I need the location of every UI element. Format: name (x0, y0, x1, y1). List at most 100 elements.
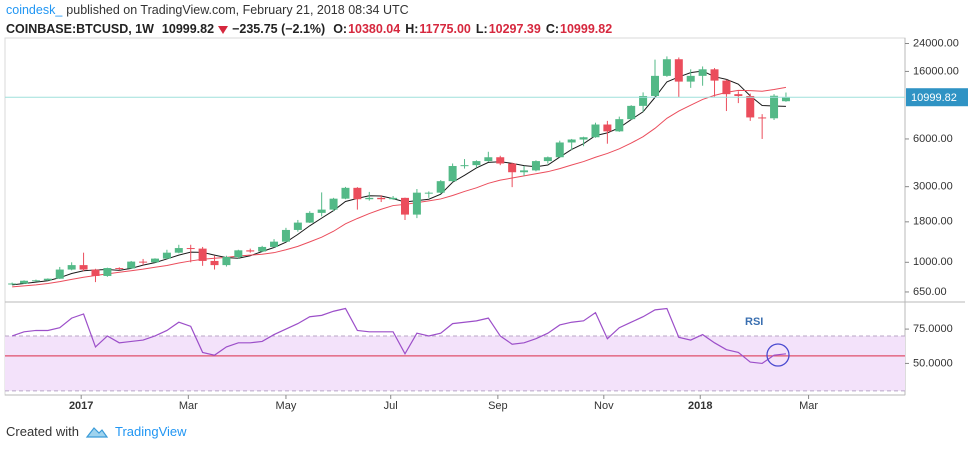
candle-body (508, 163, 517, 173)
candle-body (67, 265, 76, 270)
last-price: 10999.82 (161, 22, 215, 36)
candle-body (258, 246, 267, 252)
candle-body (389, 197, 398, 200)
last-price-tag (906, 88, 968, 107)
candle-body (55, 269, 64, 279)
brand[interactable]: TradingView (114, 424, 187, 439)
candle-body (210, 260, 219, 266)
candle-body (281, 229, 290, 242)
candle-body (627, 105, 636, 120)
ohlc-value: 10297.39 (488, 22, 541, 36)
candle-body (377, 197, 386, 200)
symbol-line: COINBASE:BTCUSD, 1W 10999.82 −235.75 (−2… (6, 22, 612, 36)
annotation-circle (766, 343, 790, 367)
candle-body (424, 192, 433, 194)
footer: Created with TradingView (6, 424, 187, 439)
candle-body (341, 187, 350, 199)
candle-body (151, 258, 159, 263)
chart: 75.0000 50.0000 RSI 24000.00 16000.00 6000.00… (4, 37, 968, 412)
y-tick-label: 50.0000 (913, 357, 953, 369)
candle-body (567, 139, 576, 143)
candle-body (198, 248, 207, 261)
candle-body (401, 197, 409, 215)
candle-body (365, 197, 374, 200)
y-tick-label: 16000.00 (913, 65, 959, 77)
y-tick-label: 1800.00 (913, 216, 953, 228)
candle-body (591, 124, 600, 138)
created-with: Created with (6, 424, 79, 439)
candle-body (603, 124, 612, 132)
y-tick-label: 1000.00 (913, 256, 953, 268)
candle-body (31, 280, 40, 282)
moving-average (12, 86, 787, 288)
x-tick-label: May (276, 400, 297, 412)
y-tick-label: 6000.00 (913, 133, 953, 145)
x-tick-label: Nov (594, 400, 614, 412)
candle-body (139, 261, 148, 263)
candle-body (531, 161, 540, 171)
y-tick-label: 24000.00 (913, 37, 959, 49)
ohlc-value: 10999.82 (560, 22, 613, 36)
moving-average (12, 70, 786, 286)
x-tick-label: Mar (799, 400, 818, 412)
ohlc: O: 10380.04 H: 11775.00 L: 10297.39 C: 10999.82 (329, 22, 612, 36)
candle-body (329, 198, 338, 210)
candle-body (20, 280, 29, 284)
candle-body (686, 75, 695, 82)
candle-body (662, 59, 671, 76)
candle-body (103, 268, 112, 276)
candle-body (615, 119, 624, 132)
candle-body (746, 95, 755, 118)
candle-body (674, 59, 683, 82)
candle-body (484, 157, 493, 162)
x-tick-label: 2017 (69, 400, 93, 412)
candle-body (555, 142, 564, 158)
header-line: coindesk_ published on TradingView.com, … (6, 3, 409, 17)
candle-body (781, 97, 790, 102)
candle-body (579, 137, 588, 140)
last-price-label: 10999.82 (911, 92, 957, 104)
candle-body (234, 250, 243, 258)
candle-body (436, 181, 445, 193)
y-tick-label: 650.00 (913, 286, 947, 298)
candle-body (317, 209, 326, 213)
candle-body (734, 94, 743, 96)
ohlc-value: 10380.04 (348, 22, 401, 36)
candle-body (174, 248, 183, 253)
candle-body (353, 187, 362, 200)
ohlc-label: O: (333, 22, 348, 36)
rsi-line (11, 307, 787, 365)
candle-body (270, 241, 279, 247)
candle-body (162, 252, 171, 259)
candle-body (770, 95, 779, 119)
candle-body (91, 269, 100, 276)
candle-body (246, 250, 255, 252)
candle-body (186, 248, 195, 250)
published: published on TradingView.com, February 2… (66, 3, 409, 17)
candle-body (651, 75, 659, 96)
author[interactable]: coindesk_ (6, 3, 63, 17)
ohlc-label: H: (405, 22, 419, 36)
candle-body (460, 165, 469, 167)
y-tick-label: 3000.00 (913, 181, 953, 193)
candle-body (710, 69, 719, 81)
x-tick-label: 2018 (688, 400, 712, 412)
candle-body (722, 80, 731, 95)
x-tick-label: Mar (179, 400, 198, 412)
x-tick-label: Jul (384, 400, 398, 412)
candle-body (115, 268, 124, 270)
candle-body (496, 157, 505, 164)
candle-body (758, 117, 767, 119)
candle-body (293, 222, 302, 230)
candle-body (698, 69, 707, 76)
ohlc-value: 11775.00 (419, 22, 471, 36)
candle-body (472, 161, 481, 166)
logo (85, 426, 109, 438)
candle-body (8, 283, 17, 285)
candle-body (127, 261, 136, 269)
x-tick-label: Sep (488, 400, 508, 412)
candle-body (448, 166, 457, 182)
candle-body (412, 192, 421, 215)
ohlc-label: L: (475, 22, 488, 36)
